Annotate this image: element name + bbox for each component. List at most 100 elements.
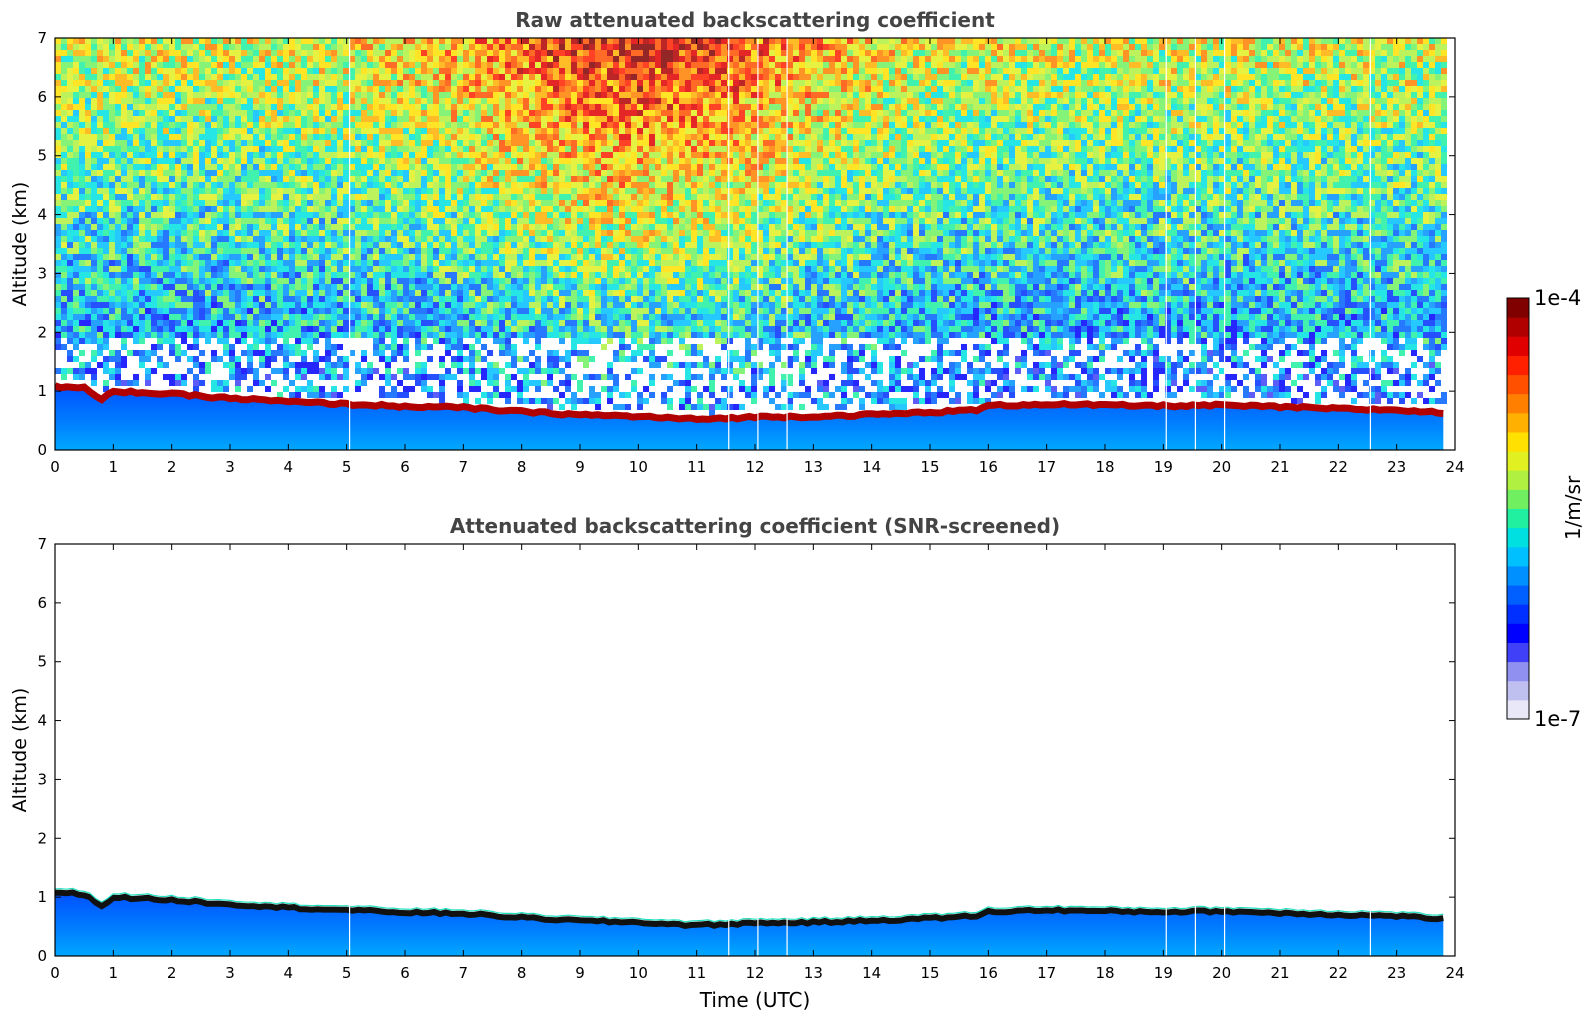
colorbar-swatch: [1507, 393, 1529, 414]
top-y-axis-label: Altitude (km): [9, 182, 31, 307]
colorbar-min-label: 1e-7: [1534, 707, 1581, 731]
colorbar-swatch: [1507, 604, 1529, 624]
colorbar-swatch: [1507, 470, 1529, 490]
colorbar-swatch: [1507, 680, 1529, 701]
bottom-x-tick-label: 11: [687, 964, 706, 982]
top-y-tick-label: 2: [37, 323, 47, 341]
bottom-x-tick-label: 10: [629, 964, 648, 982]
top-panel: Raw attenuated backscattering coefficien…: [9, 8, 1465, 476]
bottom-x-tick-label: 0: [50, 964, 60, 982]
bottom-x-tick-label: 23: [1387, 964, 1406, 982]
bottom-x-tick-label: 6: [400, 964, 410, 982]
bottom-x-tick-label: 18: [1095, 964, 1114, 982]
bottom-heatmap: [55, 544, 1444, 956]
top-x-tick-label: 8: [517, 458, 527, 476]
top-x-tick-label: 23: [1387, 458, 1406, 476]
colorbar-swatch: [1507, 565, 1529, 586]
top-x-tick-label: 10: [629, 458, 648, 476]
bottom-x-tick-label: 13: [804, 964, 823, 982]
top-x-tick-label: 1: [109, 458, 119, 476]
bottom-y-tick-label: 5: [37, 653, 47, 671]
bottom-x-tick-label: 1: [109, 964, 119, 982]
colorbar-swatch: [1507, 374, 1529, 395]
bottom-x-tick-label: 21: [1270, 964, 1289, 982]
colorbar-swatch: [1507, 661, 1529, 682]
top-title: Raw attenuated backscattering coefficien…: [515, 8, 995, 32]
colorbar-swatch: [1507, 642, 1529, 663]
top-x-tick-label: 18: [1095, 458, 1114, 476]
bottom-layer-top: [55, 889, 1444, 929]
top-x-tick-label: 7: [459, 458, 469, 476]
bottom-y-tick-label: 1: [37, 888, 47, 906]
colorbar-max-label: 1e-4: [1534, 286, 1581, 310]
bottom-x-tick-label: 4: [284, 964, 294, 982]
top-heatmap: [55, 38, 1447, 450]
top-x-ticks: 0 1 2 3 4 5 6 7 8 9 10 11 12 13 14 15 16 17 18 19 20 21 22 23 24: [50, 38, 1465, 476]
top-x-tick-label: 11: [687, 458, 706, 476]
colorbar-swatches: [1507, 298, 1529, 720]
bottom-y-ticks: 0 1 2 3 4 5 6 7: [37, 535, 1455, 965]
bottom-y-tick-label: 2: [37, 829, 47, 847]
top-y-tick-label: 4: [37, 206, 47, 224]
top-x-tick-label: 14: [862, 458, 881, 476]
bottom-x-tick-label: 20: [1212, 964, 1231, 982]
bottom-x-tick-label: 9: [575, 964, 585, 982]
top-x-tick-label: 5: [342, 458, 352, 476]
colorbar-frame: [1506, 297, 1530, 720]
top-x-tick-label: 2: [167, 458, 177, 476]
top-x-tick-label: 9: [575, 458, 585, 476]
colorbar-swatch: [1507, 623, 1529, 643]
top-y-tick-label: 0: [37, 441, 47, 459]
bottom-x-tick-label: 12: [745, 964, 764, 982]
bottom-y-axis-label: Altitude (km): [9, 688, 31, 813]
top-x-tick-label: 0: [50, 458, 60, 476]
top-x-tick-label: 19: [1154, 458, 1173, 476]
bottom-panel: Attenuated backscattering coefficient (S…: [9, 514, 1465, 1012]
bottom-y-tick-label: 0: [37, 947, 47, 965]
colorbar-swatch: [1507, 298, 1529, 318]
top-x-tick-label: 16: [979, 458, 998, 476]
bottom-x-tick-label: 8: [517, 964, 527, 982]
colorbar-swatch: [1507, 585, 1529, 605]
bottom-x-tick-label: 3: [225, 964, 235, 982]
bottom-plot-frame: [54, 543, 1456, 957]
colorbar-swatch: [1507, 546, 1529, 567]
colorbar: 1e-4 1e-7 1/m/sr: [1506, 286, 1585, 731]
colorbar-swatch: [1507, 431, 1529, 452]
top-y-tick-label: 3: [37, 264, 47, 282]
bottom-x-tick-label: 14: [862, 964, 881, 982]
top-y-tick-label: 5: [37, 147, 47, 165]
bottom-x-ticks: 0 1 2 3 4 5 6 7 8 9 10 11 12 13 14 15 16 17 18 19 20 21 22 23 24: [50, 544, 1465, 982]
top-x-tick-label: 20: [1212, 458, 1231, 476]
colorbar-swatch: [1507, 355, 1529, 376]
top-y-tick-label: 7: [37, 29, 47, 47]
colorbar-swatch: [1507, 317, 1529, 337]
colorbar-swatch: [1507, 336, 1529, 356]
x-axis-label: Time (UTC): [699, 988, 811, 1012]
top-layer-top: [55, 382, 1444, 424]
top-x-tick-label: 12: [745, 458, 764, 476]
top-x-tick-label: 22: [1329, 458, 1348, 476]
bottom-y-tick-label: 3: [37, 770, 47, 788]
colorbar-swatch: [1507, 527, 1529, 548]
bottom-layer-edge: [55, 887, 1444, 923]
top-x-tick-label: 24: [1445, 458, 1464, 476]
colorbar-swatch: [1507, 508, 1529, 529]
bottom-x-tick-label: 24: [1445, 964, 1464, 982]
top-x-tick-label: 15: [920, 458, 939, 476]
top-x-tick-label: 4: [284, 458, 294, 476]
bottom-x-tick-label: 17: [1037, 964, 1056, 982]
bottom-title: Attenuated backscattering coefficient (S…: [450, 514, 1060, 538]
top-y-ticks: 0 1 2 3 4 5 6 7: [37, 29, 1455, 459]
bottom-y-tick-label: 4: [37, 712, 47, 730]
bottom-y-tick-label: 7: [37, 535, 47, 553]
bottom-x-tick-label: 16: [979, 964, 998, 982]
bottom-x-tick-label: 19: [1154, 964, 1173, 982]
top-x-tick-label: 21: [1270, 458, 1289, 476]
top-x-tick-label: 13: [804, 458, 823, 476]
top-x-tick-label: 6: [400, 458, 410, 476]
top-x-tick-label: 17: [1037, 458, 1056, 476]
colorbar-swatch: [1507, 412, 1529, 433]
colorbar-unit-label: 1/m/sr: [1561, 475, 1585, 540]
